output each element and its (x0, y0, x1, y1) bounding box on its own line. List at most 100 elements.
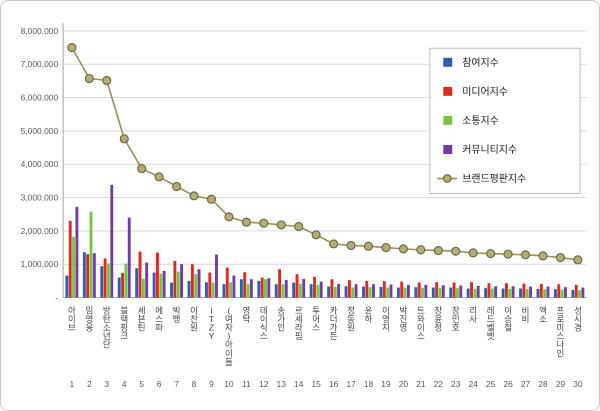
bar-segment (389, 284, 393, 298)
rank-label: 11 (242, 379, 251, 389)
bar-segment (257, 280, 261, 298)
rank-label: 30 (573, 379, 583, 389)
bar-segment (215, 254, 218, 298)
bar-segment (110, 184, 114, 298)
bar-segment (292, 282, 296, 298)
bar-segment (239, 279, 243, 298)
bar-segment (124, 263, 128, 298)
rank-label: 20 (399, 379, 409, 389)
line-marker (259, 218, 269, 228)
bar-segment (243, 272, 247, 298)
line-marker (137, 164, 147, 174)
bar-segment (333, 286, 337, 298)
bar-segment (536, 288, 540, 298)
bar-segment (539, 283, 543, 298)
bar-segment (438, 288, 442, 298)
bar-segment (225, 267, 229, 298)
rank-label: 2 (87, 379, 92, 389)
bar-segment (152, 272, 156, 298)
legend-box (429, 47, 581, 195)
bar-segment (327, 286, 331, 298)
rank-label: 15 (311, 379, 321, 389)
bar-segment (246, 284, 250, 298)
bar-segment (313, 276, 316, 298)
bar-segment (264, 279, 267, 298)
bar-segment (337, 283, 341, 298)
bar-segment (543, 289, 547, 298)
line-marker (189, 191, 199, 201)
rank-label: 22 (434, 379, 444, 389)
bar-segment (173, 260, 177, 298)
rank-label: 23 (451, 379, 461, 389)
bar-segment (470, 282, 473, 298)
bar-segment (403, 287, 407, 298)
bar-segment (557, 284, 561, 298)
rank-label: 12 (259, 379, 269, 389)
rank-label: 13 (277, 379, 287, 389)
bar-segment (82, 252, 86, 298)
bar-segment (372, 284, 375, 298)
bar-segment (435, 282, 439, 298)
bar-segment (368, 287, 372, 298)
rank-label: 26 (503, 379, 513, 389)
bar-segment (501, 288, 505, 298)
bar-segment (211, 282, 215, 298)
legend-marker (442, 174, 452, 183)
y-axis-label: 4,000,000 (21, 159, 59, 169)
bar-segment (208, 272, 212, 298)
bar-segment (511, 286, 515, 298)
rank-label: 9 (209, 379, 214, 389)
rank-label: 16 (329, 379, 339, 389)
bar-segment (365, 280, 369, 298)
bar-segment (466, 288, 470, 298)
line-marker (451, 246, 461, 256)
line-marker (503, 249, 513, 259)
rank-label: 21 (416, 379, 426, 389)
bar-segment (459, 285, 463, 298)
line-marker (224, 212, 234, 222)
bar-segment (560, 289, 564, 298)
legend-swatch (443, 57, 453, 67)
bar-segment (316, 284, 320, 298)
bar-segment (107, 263, 110, 298)
bar-segment (100, 266, 104, 298)
line-marker (102, 75, 112, 86)
legend-label: 커뮤니티지수 (462, 144, 517, 156)
bar-segment (406, 284, 410, 298)
bar-segment (117, 277, 121, 298)
bar-segment (92, 253, 96, 298)
bar-segment (351, 287, 355, 298)
rank-label: 3 (104, 379, 109, 389)
bar-segment (232, 275, 236, 298)
line-marker (486, 248, 496, 259)
bar-segment (519, 288, 522, 298)
bar-segment (170, 282, 174, 298)
bar-segment (452, 282, 456, 298)
bar-segment (574, 284, 578, 298)
rank-label: 10 (224, 379, 234, 389)
bar-segment (89, 211, 93, 298)
bar-segment (354, 284, 358, 298)
line-marker (346, 240, 356, 251)
legend-label: 미디어지수 (462, 86, 508, 98)
bar-segment (449, 287, 453, 298)
line-marker (294, 221, 304, 232)
bar-segment (68, 220, 72, 298)
